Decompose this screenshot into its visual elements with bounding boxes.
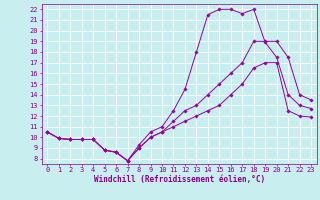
X-axis label: Windchill (Refroidissement éolien,°C): Windchill (Refroidissement éolien,°C)	[94, 175, 265, 184]
